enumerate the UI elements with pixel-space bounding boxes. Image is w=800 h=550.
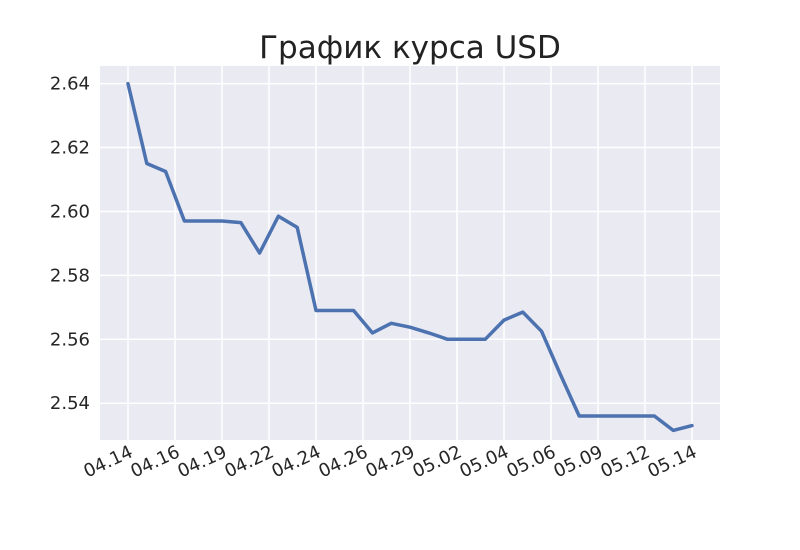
y-axis: 2.54 2.56 2.58 2.60 2.62 2.64 [50, 74, 90, 415]
y-tick-label: 2.58 [50, 265, 90, 286]
series-group [126, 81, 694, 433]
y-tick-label: 2.56 [50, 329, 90, 350]
chart-title: График курса USD [259, 30, 561, 66]
usd-rate-line [126, 81, 694, 433]
x-tick-label: 05.06 [504, 441, 560, 482]
x-tick-label: 05.04 [457, 441, 513, 482]
y-tick-label: 2.64 [50, 74, 90, 95]
x-tick-label: 05.12 [598, 441, 654, 482]
x-tick-label: 05.09 [551, 441, 607, 482]
x-tick-label: 04.14 [81, 441, 137, 482]
y-tick-label: 2.62 [50, 138, 90, 159]
x-tick-label: 05.02 [410, 441, 466, 482]
x-tick-label: 04.26 [316, 441, 372, 482]
y-tick-label: 2.60 [50, 201, 90, 222]
x-tick-label: 05.14 [645, 441, 701, 482]
x-tick-label: 04.24 [269, 441, 325, 482]
x-tick-label: 04.16 [128, 441, 184, 482]
x-tick-label: 04.29 [363, 441, 419, 482]
x-tick-label: 04.19 [175, 441, 231, 482]
grid [100, 66, 720, 440]
y-tick-label: 2.54 [50, 393, 90, 414]
x-axis: 04.1404.1604.1904.2204.2404.2604.2905.02… [81, 441, 701, 482]
x-tick-label: 04.22 [222, 441, 278, 482]
